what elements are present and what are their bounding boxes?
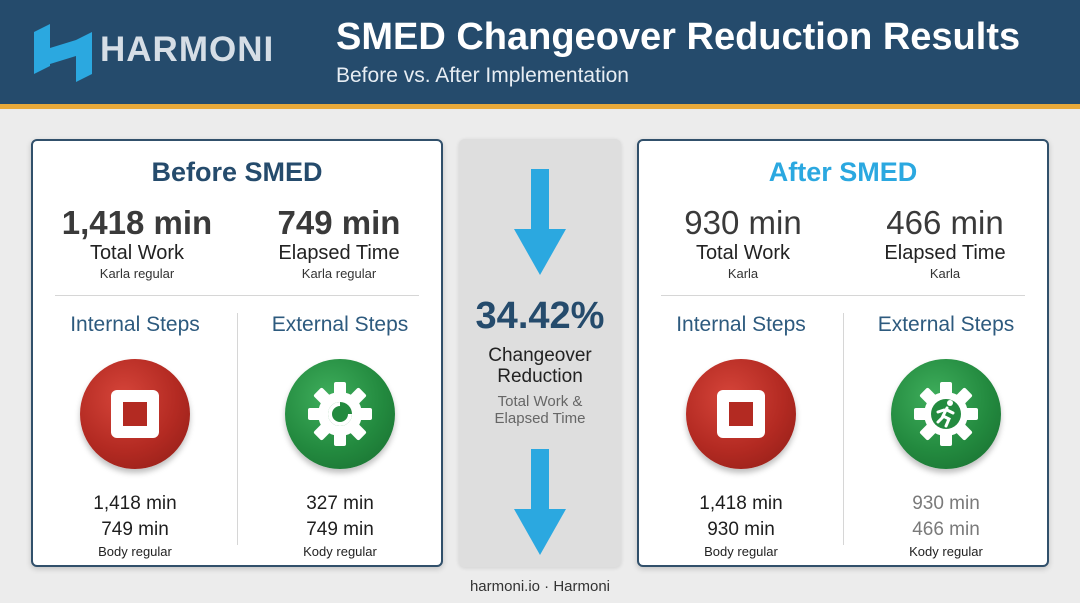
after-internal-value-2: 930 min <box>707 519 775 540</box>
gear-runner-icon <box>891 359 1001 469</box>
before-internal-value-2: 749 min <box>101 519 169 540</box>
before-total-work-value: 1,418 min <box>61 204 213 241</box>
before-elapsed-time-value: 749 min <box>277 204 401 241</box>
after-external-value-1: 930 min <box>912 493 980 514</box>
brand-name: HARMONI <box>100 30 275 69</box>
reduction-card: 34.42% Changeover Reduction Total Work &… <box>459 139 621 567</box>
divider <box>843 313 844 545</box>
before-internal-note: Body regular <box>98 544 172 559</box>
before-external-note: Kody regular <box>303 544 377 559</box>
before-panel: Before SMED 1,418 min Total Work Karla r… <box>31 139 443 567</box>
before-internal-value-1: 1,418 min <box>93 493 177 514</box>
after-external-note: Kody regular <box>909 544 983 559</box>
footer-credit: harmoni.io · Harmoni <box>469 578 611 595</box>
before-external-value-2: 749 min <box>306 519 374 540</box>
header-accent-stripe <box>0 104 1080 109</box>
after-elapsed-time-sub: Karla <box>929 266 961 281</box>
after-elapsed-time-value: 466 min <box>886 204 1004 241</box>
divider <box>237 313 238 545</box>
after-total-work-value: 930 min <box>684 204 802 241</box>
arrow-down-icon <box>514 449 566 555</box>
before-elapsed-time-sub: Karla regular <box>301 266 377 281</box>
reduction-label: Changeover Reduction <box>459 345 621 387</box>
harmoni-logo-icon <box>34 24 92 82</box>
after-title: After SMED <box>768 157 918 187</box>
header-bar: HARMONI SMED Changeover Reduction Result… <box>0 0 1080 104</box>
arrow-down-icon <box>514 169 566 275</box>
after-internal-value-1: 1,418 min <box>699 493 783 514</box>
divider <box>661 295 1025 296</box>
stop-icon <box>686 359 796 469</box>
after-elapsed-time-label: Elapsed Time <box>884 242 1006 264</box>
reduction-sub-line-2: Elapsed Time <box>494 410 586 427</box>
page-title: SMED Changeover Reduction Results <box>336 16 1021 58</box>
divider <box>55 295 419 296</box>
before-external-steps: External Steps 327 min 749 min <box>238 311 442 561</box>
before-external-value-1: 327 min <box>306 493 374 514</box>
after-elapsed-time: 466 min Elapsed Time Karla <box>845 205 1045 282</box>
stop-icon <box>80 359 190 469</box>
after-internal-note: Body regular <box>704 544 778 559</box>
reduction-sub-line-1: Total Work & <box>497 393 583 410</box>
reduction-label-line-2: Reduction <box>497 366 583 387</box>
after-total-work: 930 min Total Work Karla <box>643 205 843 282</box>
after-total-work-sub: Karla <box>727 266 759 281</box>
reduction-subtext: Total Work & Elapsed Time <box>459 393 621 427</box>
after-internal-heading: Internal Steps <box>676 313 806 336</box>
after-external-value-2: 466 min <box>912 519 980 540</box>
before-external-heading: External Steps <box>271 313 409 336</box>
gear-icon <box>285 359 395 469</box>
before-internal-steps: Internal Steps 1,418 min 749 min Body re… <box>33 311 237 561</box>
reduction-percent: 34.42% <box>475 295 605 337</box>
before-total-work-sub: Karla regular <box>99 266 175 281</box>
before-title: Before SMED <box>151 157 323 187</box>
after-panel: After SMED 930 min Total Work Karla 466 … <box>637 139 1049 567</box>
reduction-label-line-1: Changeover <box>488 345 592 366</box>
after-external-heading: External Steps <box>877 313 1015 336</box>
before-total-work-label: Total Work <box>89 242 185 264</box>
page-subtitle: Before vs. After Implementation <box>336 64 629 87</box>
before-elapsed-time: 749 min Elapsed Time Karla regular <box>239 205 439 282</box>
after-total-work-label: Total Work <box>695 242 791 264</box>
before-internal-heading: Internal Steps <box>70 313 200 336</box>
after-internal-steps: Internal Steps 1,418 min 930 min Body re… <box>639 311 843 561</box>
before-total-work: 1,418 min Total Work Karla regular <box>37 205 237 282</box>
after-external-steps: External Steps <box>844 311 1048 561</box>
before-elapsed-time-label: Elapsed Time <box>278 242 400 264</box>
